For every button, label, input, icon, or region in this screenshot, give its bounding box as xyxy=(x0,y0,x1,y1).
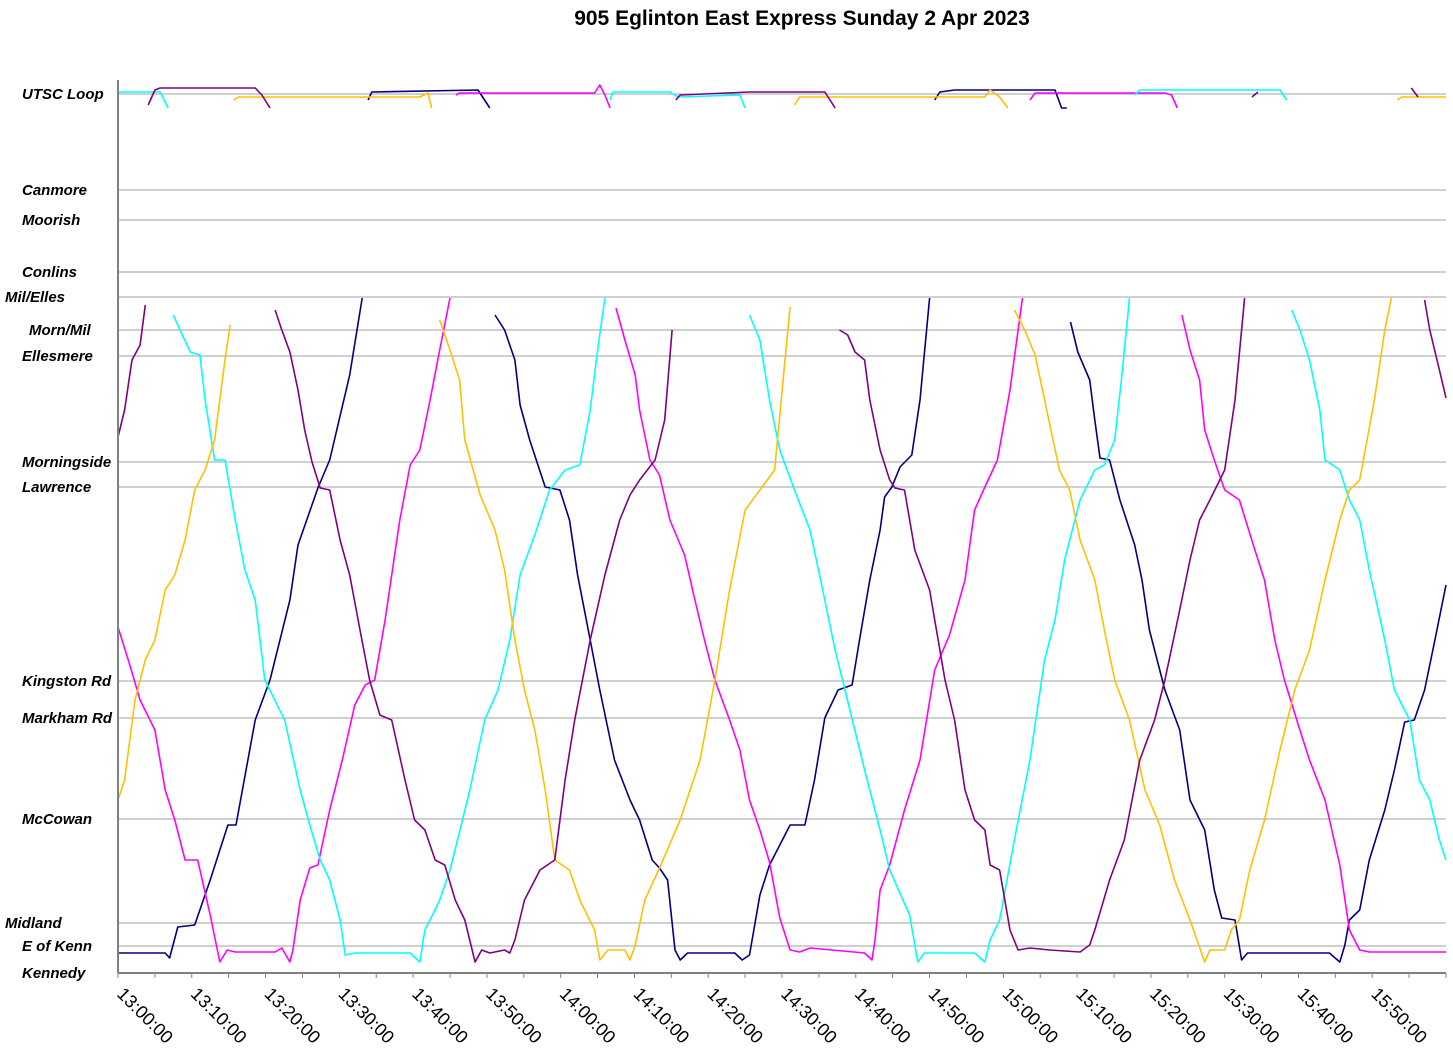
trip-line-series-0-segment-2 xyxy=(494,297,931,961)
trip-line-series-3-segment-5 xyxy=(1396,96,1446,101)
x-tick-label: 15:20:00 xyxy=(1146,984,1210,1048)
trip-line-series-3-segment-1 xyxy=(233,92,433,109)
x-tick-label: 14:00:00 xyxy=(556,984,620,1048)
x-tick-label: 15:30:00 xyxy=(1220,984,1284,1048)
trip-line-series-4-segment-2 xyxy=(274,309,673,963)
x-tick-label: 13:50:00 xyxy=(482,984,546,1048)
stop-label: Kennedy xyxy=(22,965,86,982)
trip-line-series-3-segment-2 xyxy=(438,306,791,961)
x-tick-label: 15:50:00 xyxy=(1367,984,1431,1048)
gridlines xyxy=(118,93,1446,947)
x-tick-label: 15:40:00 xyxy=(1294,984,1358,1048)
trip-line-series-0-segment-3 xyxy=(934,89,1067,109)
x-tick-label: 13:20:00 xyxy=(261,984,325,1048)
trip-line-series-2-segment-0 xyxy=(118,91,169,109)
trip-line-series-1-segment-4 xyxy=(1181,314,1446,953)
x-tick-label: 13:40:00 xyxy=(408,984,472,1048)
stop-label: Lawrence xyxy=(22,479,91,496)
stop-label: Midland xyxy=(5,915,62,932)
stop-label: UTSC Loop xyxy=(22,86,104,103)
series-lines xyxy=(117,84,1447,963)
stop-label: E of Kenn xyxy=(22,938,92,955)
trip-line-series-0-segment-4 xyxy=(1069,321,1447,963)
x-tick-label: 14:40:00 xyxy=(851,984,915,1048)
axes xyxy=(117,80,1447,978)
trip-line-series-1-segment-1 xyxy=(455,84,611,109)
trip-line-series-0-segment-1 xyxy=(367,89,491,109)
x-tick-labels: 13:00:00 13:10:00 13:20:00 13:30:00 13:40:00… xyxy=(113,984,1431,1048)
trip-line-series-4-segment-0 xyxy=(117,304,147,438)
stop-label: Canmore xyxy=(22,182,87,199)
x-tick-label: 13:00:00 xyxy=(113,984,177,1048)
trip-line-series-2-segment-4 xyxy=(1134,89,1288,101)
x-tick-label: 14:30:00 xyxy=(777,984,841,1048)
stop-label: Morningside xyxy=(22,454,111,471)
stop-label: Conlins xyxy=(22,264,77,281)
x-tick-label: 14:20:00 xyxy=(703,984,767,1048)
trip-line-series-2-segment-5 xyxy=(1291,309,1447,861)
trip-line-series-1-segment-3 xyxy=(1029,92,1179,109)
trip-line-series-1-segment-2 xyxy=(615,297,1024,961)
trip-line-series-3-segment-3 xyxy=(793,89,1009,109)
trip-line-series-4-segment-5 xyxy=(1251,91,1259,98)
x-tick-label: 15:00:00 xyxy=(999,984,1063,1048)
trip-line-series-2-segment-2 xyxy=(609,91,746,109)
trip-line-series-3-segment-4 xyxy=(1013,297,1393,963)
chart-title: 905 Eglinton East Express Sunday 2 Apr 2… xyxy=(574,7,1030,30)
stop-label: Kingston Rd xyxy=(22,673,112,690)
trip-line-series-4-segment-7 xyxy=(1423,299,1447,399)
x-tick-label: 15:10:00 xyxy=(1072,984,1136,1048)
trip-line-series-4-segment-6 xyxy=(1410,87,1419,98)
trip-line-series-3-segment-0 xyxy=(117,324,231,801)
trip-line-series-4-segment-3 xyxy=(675,91,836,109)
trip-line-series-2-segment-3 xyxy=(748,297,1131,963)
stop-label: Morn/Mil xyxy=(29,322,91,339)
trip-line-series-1-segment-0 xyxy=(117,297,451,963)
stop-labels: UTSC Loop Canmore Moorish Conlins Mil/Elles M… xyxy=(5,86,113,982)
trip-line-series-4-segment-4 xyxy=(839,297,1246,953)
x-tick-label: 14:50:00 xyxy=(925,984,989,1048)
x-tick-label: 13:10:00 xyxy=(187,984,251,1048)
x-tick-label: 13:30:00 xyxy=(335,984,399,1048)
x-tick-label: 14:10:00 xyxy=(630,984,694,1048)
stop-label: Ellesmere xyxy=(22,348,93,365)
stop-label: Moorish xyxy=(22,212,80,229)
stop-label: McCowan xyxy=(22,811,92,828)
stop-label: Mil/Elles xyxy=(5,289,65,306)
stop-label: Markham Rd xyxy=(22,710,113,727)
trip-line-series-4-segment-1 xyxy=(147,87,271,109)
trip-line-series-2-segment-1 xyxy=(172,297,606,963)
trip-line-series-0-segment-0 xyxy=(118,297,363,959)
